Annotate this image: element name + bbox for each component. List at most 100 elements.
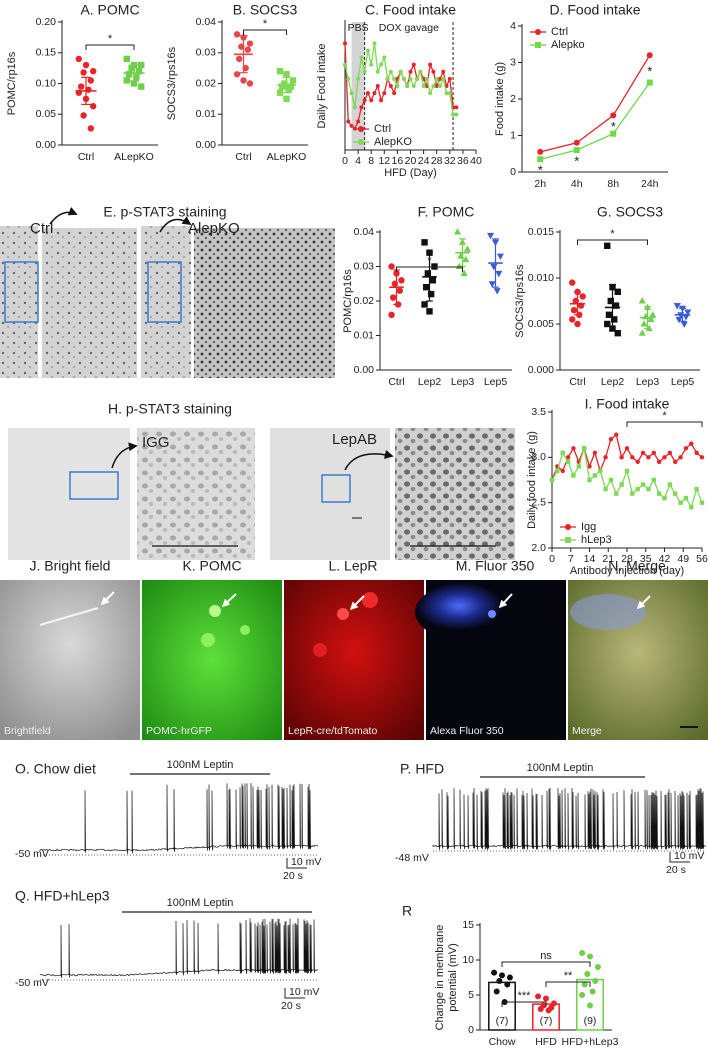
marker xyxy=(246,80,254,87)
marker xyxy=(454,112,459,117)
marker xyxy=(447,91,452,96)
y-axis-label: Food intake (g) xyxy=(494,62,506,136)
marker xyxy=(579,293,586,300)
x-tick-label: 40 xyxy=(470,155,482,167)
marker xyxy=(640,450,646,455)
cell xyxy=(201,633,215,647)
voltage-trace xyxy=(39,783,319,854)
marker xyxy=(680,321,688,328)
marker xyxy=(589,988,596,995)
arrow xyxy=(636,595,651,610)
y-tick-label: 2 xyxy=(510,93,516,105)
x-tick-label: 20 xyxy=(405,155,417,167)
marker xyxy=(493,288,501,295)
marker xyxy=(388,84,393,88)
marker xyxy=(285,86,292,93)
marker xyxy=(405,84,410,88)
marker xyxy=(535,29,541,35)
marker xyxy=(604,242,611,249)
marker xyxy=(493,988,500,995)
dye-glow xyxy=(570,594,646,630)
marker xyxy=(506,974,513,981)
marker xyxy=(359,105,364,110)
marker xyxy=(362,98,367,103)
marker xyxy=(388,311,395,318)
image-caption: Alexa Fluor 350 xyxy=(430,725,504,737)
cell xyxy=(240,625,250,635)
y-tick-label: 0.005 xyxy=(528,318,554,330)
marker xyxy=(375,69,380,74)
marker xyxy=(605,311,613,318)
x-tick-label: Lep2 xyxy=(601,376,625,388)
bar xyxy=(532,1003,560,1031)
n-label: (7) xyxy=(540,1015,553,1027)
significance-bracket xyxy=(243,29,287,35)
x-tick-label: ALepKO xyxy=(114,151,154,163)
marker xyxy=(349,123,354,128)
marker xyxy=(603,486,608,492)
marker xyxy=(423,284,430,291)
marker xyxy=(123,77,130,84)
x-tick-label: Lep3 xyxy=(636,376,660,388)
x-tick-label: 0 xyxy=(342,155,348,167)
x-tick-label: 24h xyxy=(641,178,659,190)
marker xyxy=(424,76,429,81)
marker xyxy=(656,459,662,465)
n-label: (9) xyxy=(584,1015,597,1027)
x-tick-label: 4h xyxy=(571,178,583,190)
marker xyxy=(573,139,580,146)
marker xyxy=(662,455,667,460)
y-tick-label: 0.02 xyxy=(196,77,217,89)
overview-image xyxy=(8,428,130,560)
marker xyxy=(372,41,377,46)
marker xyxy=(694,450,699,455)
x-tick-label: Lep3 xyxy=(451,376,475,388)
marker xyxy=(80,69,87,76)
marker xyxy=(369,98,374,103)
cell xyxy=(337,608,349,620)
marker xyxy=(673,303,681,310)
zoom-image xyxy=(194,228,335,378)
marker xyxy=(587,953,593,960)
x-tick-label: Ctrl xyxy=(569,376,585,388)
marker xyxy=(426,308,433,315)
marker xyxy=(630,455,635,460)
x-tick-label: 8 xyxy=(368,155,374,167)
marker xyxy=(649,310,657,318)
marker xyxy=(651,477,656,483)
marker xyxy=(537,1006,544,1012)
x-tick-label: 56 xyxy=(696,553,708,565)
marker xyxy=(80,112,87,119)
marker xyxy=(584,971,591,977)
marker xyxy=(346,119,351,124)
marker xyxy=(683,495,689,501)
scale-label: 20 s xyxy=(283,870,303,882)
marker xyxy=(427,290,435,298)
overview-image xyxy=(141,226,191,378)
marker xyxy=(362,69,367,74)
marker xyxy=(75,55,83,63)
marker xyxy=(276,89,284,96)
marker xyxy=(646,79,653,86)
marker xyxy=(699,500,705,505)
marker xyxy=(398,277,405,284)
arrow xyxy=(111,442,138,469)
significance-label: * xyxy=(427,255,432,267)
marker xyxy=(673,491,678,496)
y-tick-label: 10 xyxy=(462,954,474,966)
marker xyxy=(699,455,705,460)
marker xyxy=(614,491,619,496)
image-caption: Brightfield xyxy=(4,725,51,737)
significance-label: *** xyxy=(518,990,532,1002)
marker xyxy=(396,287,403,294)
image-caption: POMC-hrGFP xyxy=(146,725,212,737)
marker xyxy=(611,316,618,323)
marker xyxy=(382,91,387,96)
marker xyxy=(463,245,471,252)
scale-bar xyxy=(286,858,307,869)
significance-bracket xyxy=(577,239,648,245)
arrow xyxy=(349,595,365,611)
marker xyxy=(587,464,592,469)
marker xyxy=(369,62,374,67)
marker xyxy=(555,468,560,474)
